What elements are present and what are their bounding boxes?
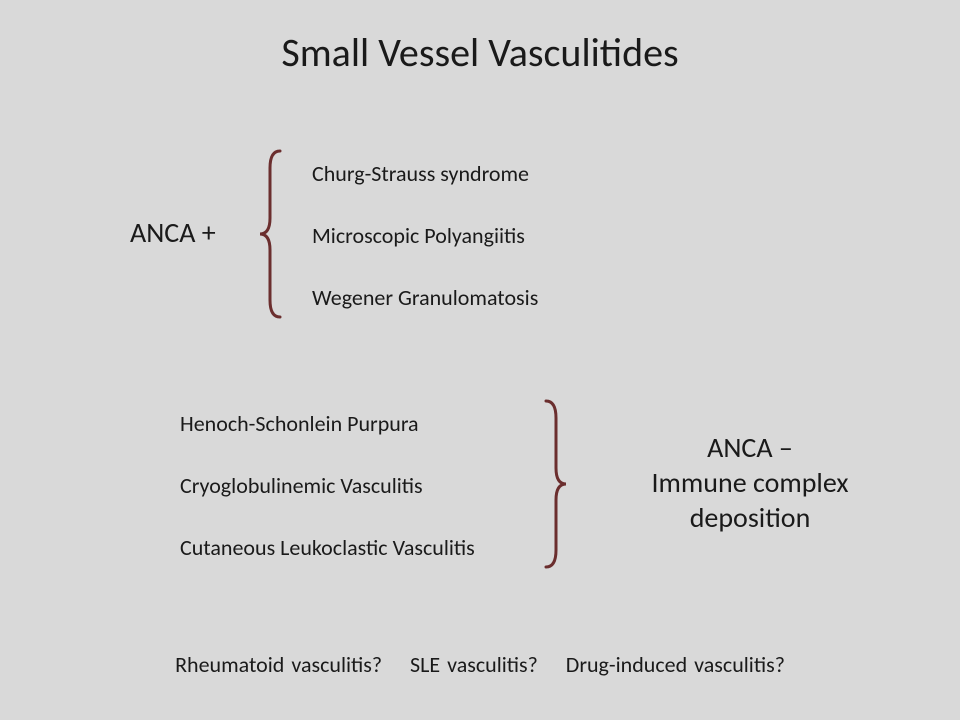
group1-brace-icon	[256, 148, 286, 320]
group1-label: ANCA +	[130, 215, 216, 250]
footer-questions: Rheumatoid vasculitis? SLE vasculitis? D…	[0, 651, 960, 678]
group2-label: ANCA – Immune complex deposition	[620, 430, 880, 535]
group2-label-line1: ANCA –	[707, 430, 793, 465]
slide: Small Vessel Vasculitides ANCA + Churg-S…	[0, 0, 960, 720]
footer-q1: Rheumatoid vasculitis?	[175, 651, 382, 678]
group2-item: Cryoglobulinemic Vasculitis	[180, 472, 423, 499]
group2-label-line3: deposition	[690, 500, 811, 535]
group2-label-line2: Immune complex	[652, 465, 849, 500]
group1-item: Churg-Strauss syndrome	[312, 160, 529, 187]
footer-q2: SLE vasculitis?	[410, 651, 538, 678]
group2-item: Cutaneous Leukoclastic Vasculitis	[180, 534, 475, 561]
group2-item: Henoch-Schonlein Purpura	[180, 410, 419, 437]
slide-title: Small Vessel Vasculitides	[0, 28, 960, 77]
group1-item: Microscopic Polyangiitis	[312, 222, 525, 249]
group2-brace-icon	[540, 398, 570, 570]
group1-item: Wegener Granulomatosis	[312, 284, 538, 311]
footer-q3: Drug-induced vasculitis?	[566, 651, 785, 678]
